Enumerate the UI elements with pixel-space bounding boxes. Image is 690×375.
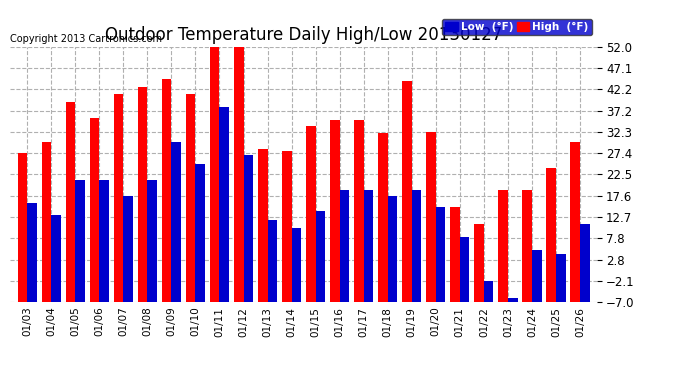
Bar: [27, 203, 37, 302]
Bar: [282, 151, 292, 302]
Bar: [436, 207, 446, 302]
Bar: [330, 120, 339, 302]
Bar: [522, 189, 532, 302]
Bar: [364, 189, 373, 302]
Bar: [148, 180, 157, 302]
Bar: [268, 220, 277, 302]
Bar: [354, 120, 364, 302]
Bar: [412, 189, 422, 302]
Bar: [451, 207, 460, 302]
Bar: [210, 47, 219, 302]
Text: Copyright 2013 Cartronics.com: Copyright 2013 Cartronics.com: [10, 34, 162, 44]
Bar: [315, 211, 325, 302]
Bar: [124, 195, 133, 302]
Bar: [532, 250, 542, 302]
Bar: [292, 228, 302, 302]
Bar: [460, 237, 469, 302]
Bar: [378, 134, 388, 302]
Bar: [75, 180, 85, 302]
Bar: [402, 81, 412, 302]
Bar: [114, 94, 124, 302]
Bar: [171, 142, 181, 302]
Bar: [234, 47, 244, 302]
Bar: [99, 180, 109, 302]
Bar: [219, 107, 229, 302]
Bar: [258, 149, 268, 302]
Title: Outdoor Temperature Daily High/Low 20130127: Outdoor Temperature Daily High/Low 20130…: [105, 26, 502, 44]
Bar: [161, 79, 171, 302]
Bar: [186, 94, 195, 302]
Bar: [426, 132, 436, 302]
Bar: [51, 215, 61, 302]
Bar: [66, 102, 75, 302]
Bar: [195, 164, 205, 302]
Bar: [580, 224, 590, 302]
Bar: [306, 126, 315, 302]
Bar: [138, 87, 148, 302]
Bar: [41, 142, 51, 302]
Bar: [17, 153, 27, 302]
Bar: [571, 142, 580, 302]
Bar: [388, 195, 397, 302]
Bar: [484, 281, 493, 302]
Bar: [556, 254, 566, 302]
Bar: [546, 168, 556, 302]
Bar: [508, 297, 518, 302]
Bar: [474, 224, 484, 302]
Bar: [90, 118, 99, 302]
Bar: [244, 155, 253, 302]
Legend: Low  (°F), High  (°F): Low (°F), High (°F): [442, 19, 591, 35]
Bar: [498, 189, 508, 302]
Bar: [339, 189, 349, 302]
